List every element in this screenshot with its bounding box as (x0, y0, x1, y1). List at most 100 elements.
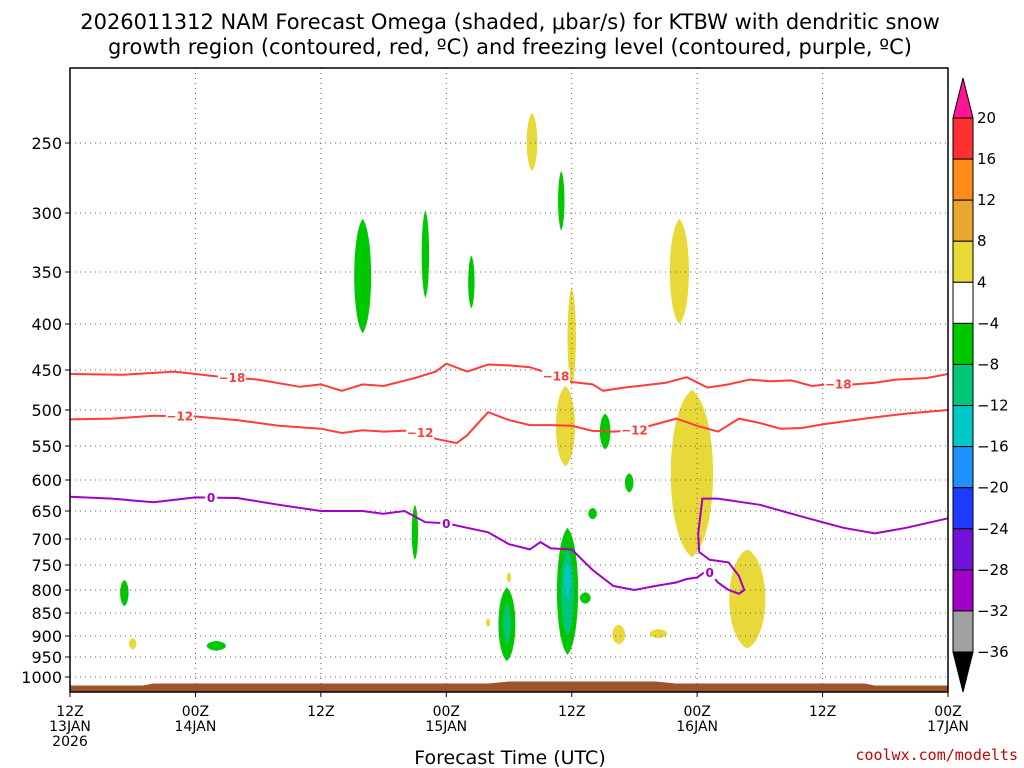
dgz-bottom-minus12-label-bg (165, 409, 194, 424)
colorbar-swatch (952, 322, 974, 365)
dgz-top-minus18-label: −18 (219, 371, 246, 385)
credit-text: coolwx.com/modelts (855, 746, 1018, 764)
x-tick-label: 12Z (809, 704, 836, 720)
omega-patch-21 (503, 603, 511, 645)
omega-patch-10 (567, 287, 576, 386)
x-tick-label: 12Z (56, 704, 83, 720)
y-tick-label: 700 (31, 530, 62, 549)
omega-patch-18 (506, 572, 512, 583)
x-tick-label: 14JAN (175, 719, 217, 735)
x-tick-label: 00Z (182, 704, 209, 720)
y-tick-label: 300 (31, 204, 62, 223)
colorbar-level-label: 4 (977, 273, 987, 291)
freezing-level-0c-label-bg (440, 516, 453, 531)
colorbar-swatch (952, 117, 974, 160)
omega-patch-13 (624, 473, 634, 493)
plot-area (70, 68, 948, 692)
x-tick-label: 00Z (934, 704, 961, 720)
dgz-bottom-minus12-label: −12 (407, 426, 434, 440)
colorbar-arrow-top (952, 77, 974, 119)
dgz-bottom-minus12-label: −12 (166, 410, 193, 424)
colorbar-level-label: 16 (977, 150, 996, 168)
x-tick-label: 2026 (52, 734, 88, 750)
y-tick-label: 450 (31, 361, 62, 380)
colorbar-level-label: −20 (977, 479, 1009, 497)
dgz-top-minus18-line (69, 362, 949, 392)
omega-patch-27 (650, 629, 667, 639)
ground-surface (70, 681, 948, 692)
omega-patch-26 (612, 624, 626, 645)
axes: 250 300 350 400 450 500 550 600 650 700 750 800 850 9… (21, 67, 969, 750)
colorbar-swatch (952, 446, 974, 489)
colorbar-swatch (952, 610, 974, 653)
freezing-level-0c-label-bg (205, 490, 218, 505)
freezing-level-0c-label: 0 (207, 491, 215, 505)
y-tick-label: 750 (31, 556, 62, 575)
colorbar-swatch (952, 528, 974, 571)
colorbar-level-label: −28 (977, 561, 1009, 579)
x-tick-label: 15JAN (425, 719, 467, 735)
colorbar-arrow-bottom (952, 651, 974, 693)
y-tick-label: 950 (31, 648, 62, 667)
chart-title-line1: 2026011312 NAM Forecast Omega (shaded, μ… (80, 10, 940, 34)
ground-layer (70, 681, 948, 692)
omega-patch-8 (526, 113, 538, 171)
colorbar-level-label: −36 (977, 643, 1009, 661)
y-tick-label: 800 (31, 581, 62, 600)
contour-layer: −18 −18 −18 −12 −12 −12 0 0 0 (69, 362, 949, 595)
colorbar-swatch (952, 569, 974, 612)
x-tick-label: 00Z (683, 704, 710, 720)
y-tick-label: 1000 (21, 668, 62, 687)
x-tick-label: 16JAN (676, 719, 718, 735)
colorbar-swatch (952, 487, 974, 530)
omega-patch-16 (670, 390, 714, 558)
omega-patch-25 (580, 592, 591, 604)
colorbar-level-label: −8 (977, 355, 999, 373)
omega-patch-19 (485, 618, 491, 627)
omega-patch-3 (206, 641, 226, 651)
colorbar-swatch (952, 199, 974, 242)
dgz-bottom-minus12-label: −12 (621, 424, 648, 438)
colorbar: 20 16 12 8 4 −4 −8 −12 −16 −20 −24 −28 −32 −36 (952, 77, 1009, 693)
omega-patch-2 (129, 638, 137, 650)
dgz-top-minus18-label-bg (824, 376, 853, 391)
x-tick-label: 00Z (433, 704, 460, 720)
y-tick-label: 350 (31, 263, 62, 282)
x-tick-label: 12Z (307, 704, 334, 720)
omega-patch-4 (354, 218, 372, 334)
freezing-level-0c-label: 0 (442, 517, 450, 531)
y-tick-label: 400 (31, 315, 62, 334)
omega-patch-5 (421, 210, 430, 298)
omega-patch-6 (468, 255, 475, 309)
dgz-top-minus18-label-bg (218, 370, 247, 385)
y-tick-label: 500 (31, 401, 62, 420)
plot-background (70, 68, 948, 692)
colorbar-level-label: −4 (977, 314, 999, 332)
dgz-top-minus18-label: −18 (825, 377, 852, 391)
y-tick-label: 600 (31, 471, 62, 490)
dgz-bottom-minus12-line (69, 409, 949, 445)
freezing-level-0c-label-bg (703, 565, 716, 580)
colorbar-swatch (952, 405, 974, 448)
y-tick-label: 250 (31, 134, 62, 153)
y-tick-label: 900 (31, 627, 62, 646)
x-tick-label: 17JAN (927, 719, 969, 735)
plot-frame (69, 67, 949, 693)
colorbar-level-label: −12 (977, 397, 1009, 415)
colorbar-level-label: −24 (977, 520, 1009, 538)
omega-patch-1 (120, 580, 129, 607)
colorbar-swatch (952, 281, 974, 324)
grid-lines (70, 68, 948, 692)
y-tick-label: 650 (31, 502, 62, 521)
freezing-level-0c-line (69, 495, 949, 595)
freezing-level-0c-label: 0 (706, 566, 714, 580)
dgz-bottom-minus12-label-bg (620, 423, 649, 438)
y-tick-label: 850 (31, 604, 62, 623)
colorbar-level-label: 12 (977, 191, 996, 209)
colorbar-level-label: −16 (977, 438, 1009, 456)
dgz-top-minus18-label: −18 (543, 370, 570, 384)
x-axis-label: Forecast Time (UTC) (414, 747, 605, 768)
omega-patch-15 (669, 218, 689, 324)
colorbar-swatch (952, 158, 974, 201)
